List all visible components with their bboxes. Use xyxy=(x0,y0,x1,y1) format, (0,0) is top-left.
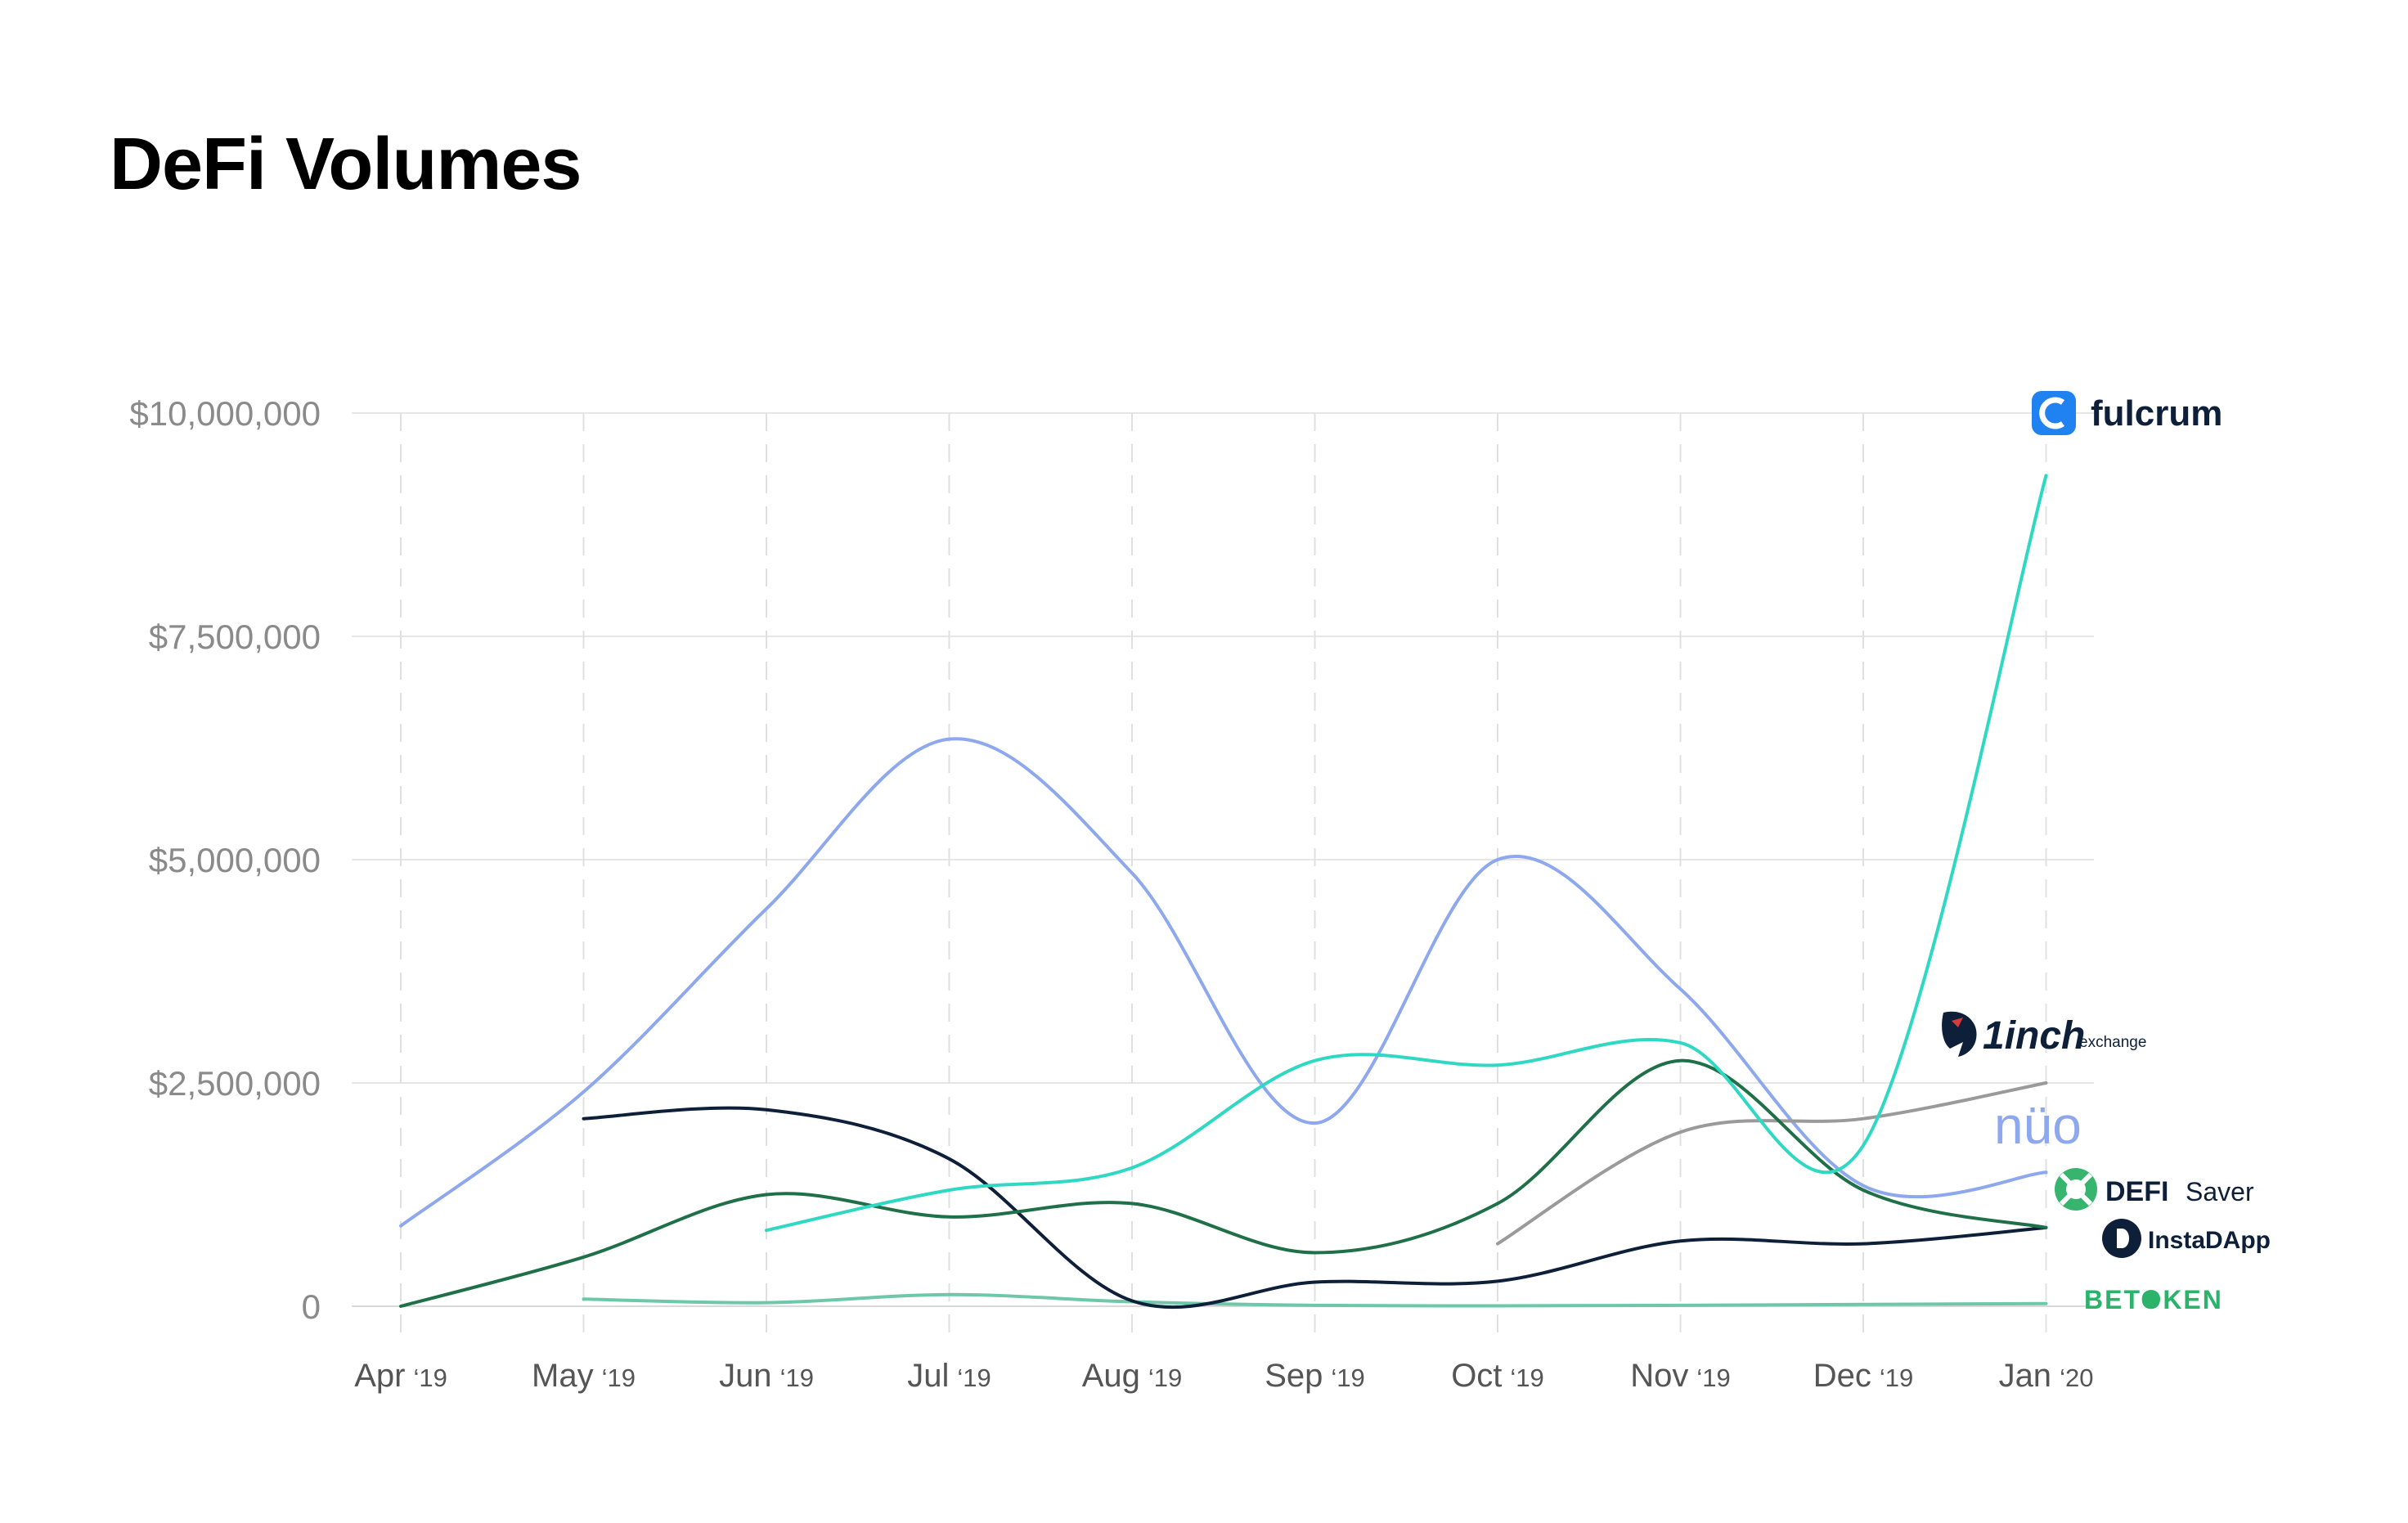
lifebuoy-hole xyxy=(2066,1179,2086,1199)
x-tick-month: Dec xyxy=(1813,1358,1871,1394)
y-tick-label: 0 xyxy=(302,1287,321,1326)
x-axis: Apr ‘19 May ‘19 Jun ‘19 Jul ‘19 Aug ‘19 Sep ‘19 Oct ‘… xyxy=(354,1358,2093,1394)
legend-label-instadapp: InstaDApp xyxy=(2148,1227,2271,1254)
legend-item-defi-saver: DEFI Saver xyxy=(2055,1168,2254,1211)
x-tick-label: Aug ‘19 xyxy=(1082,1358,1183,1394)
x-tick-year: ‘19 xyxy=(602,1364,636,1392)
y-tick-label: $2,500,000 xyxy=(149,1064,321,1103)
x-tick-label: Dec ‘19 xyxy=(1813,1358,1914,1394)
legend-item-instadapp: InstaDApp xyxy=(2102,1219,2271,1258)
legend-label-1inch: 1inch xyxy=(1983,1014,2085,1058)
series-line-fulcrum xyxy=(765,474,2048,1233)
x-tick-month: Jul xyxy=(907,1358,949,1394)
unicorn-logo-icon xyxy=(1942,1011,1977,1057)
x-tick-month: May xyxy=(532,1358,594,1394)
x-tick-label: Sep ‘19 xyxy=(1265,1358,1365,1394)
x-tick-label: May ‘19 xyxy=(532,1358,636,1394)
x-tick-label: Jan ‘20 xyxy=(1999,1358,2094,1394)
x-tick-label: Jun ‘19 xyxy=(719,1358,814,1394)
x-tick-month: Apr xyxy=(354,1358,405,1394)
x-tick-month: Aug xyxy=(1082,1358,1140,1394)
x-tick-month: Nov xyxy=(1630,1358,1688,1394)
x-tick-month: Oct xyxy=(1451,1358,1502,1394)
x-tick-label: Jul ‘19 xyxy=(907,1358,991,1394)
series-line-betoken xyxy=(582,1292,2048,1308)
x-tick-year: ‘19 xyxy=(1510,1364,1543,1392)
x-tick-month: Sep xyxy=(1265,1358,1323,1394)
chart-title: DeFi Volumes xyxy=(110,124,582,205)
x-tick-year: ‘19 xyxy=(957,1364,991,1392)
instadapp-mark xyxy=(2117,1229,2129,1248)
unicorn-mane xyxy=(1952,1018,1963,1027)
x-tick-label: Apr ‘19 xyxy=(354,1358,447,1394)
x-tick-label: Nov ‘19 xyxy=(1630,1358,1731,1394)
series-line-defi-saver xyxy=(399,1058,2048,1308)
x-tick-year: ‘20 xyxy=(2060,1364,2093,1392)
x-tick-year: ‘19 xyxy=(780,1364,814,1392)
x-tick-label: Oct ‘19 xyxy=(1451,1358,1544,1394)
y-axis: 0 $2,500,000 $5,000,000 $7,500,000 $10,000,0… xyxy=(129,394,321,1326)
legend-item-betoken: BETOKEN xyxy=(2084,1285,2222,1314)
y-tick-label: $10,000,000 xyxy=(129,394,321,433)
y-tick-label: $5,000,000 xyxy=(149,841,321,879)
x-tick-year: ‘19 xyxy=(1880,1364,1913,1392)
legend-label-fulcrum: fulcrum xyxy=(2091,393,2222,434)
grid xyxy=(352,412,2094,1339)
x-tick-month: Jan xyxy=(1999,1358,2052,1394)
legend-sublabel-1inch: exchange xyxy=(2079,1034,2146,1051)
legend-sublabel-defi-saver: Saver xyxy=(2186,1177,2254,1206)
x-tick-year: ‘19 xyxy=(1148,1364,1182,1392)
x-tick-year: ‘19 xyxy=(1331,1364,1364,1392)
y-tick-label: $7,500,000 xyxy=(149,618,321,656)
nuo-logo-icon: nüo xyxy=(1994,1096,2082,1155)
fulcrum-logo-mark xyxy=(2039,397,2065,429)
lifebuoy-bands xyxy=(2059,1172,2093,1206)
legend-label-defi-saver: DEFI xyxy=(2105,1176,2168,1207)
x-tick-year: ‘19 xyxy=(413,1364,447,1392)
fulcrum-logo-icon xyxy=(2032,391,2076,435)
x-tick-year: ‘19 xyxy=(1696,1364,1730,1392)
betoken-logo-icon xyxy=(2142,1290,2160,1308)
series-line-1inch-exchange xyxy=(1496,1081,2048,1246)
x-tick-month: Jun xyxy=(719,1358,772,1394)
series-line-nuo xyxy=(399,737,2048,1228)
series-lines xyxy=(399,474,2048,1310)
legend-item-fulcrum: fulcrum xyxy=(2032,391,2222,435)
series-line-instadapp xyxy=(582,1106,2048,1310)
